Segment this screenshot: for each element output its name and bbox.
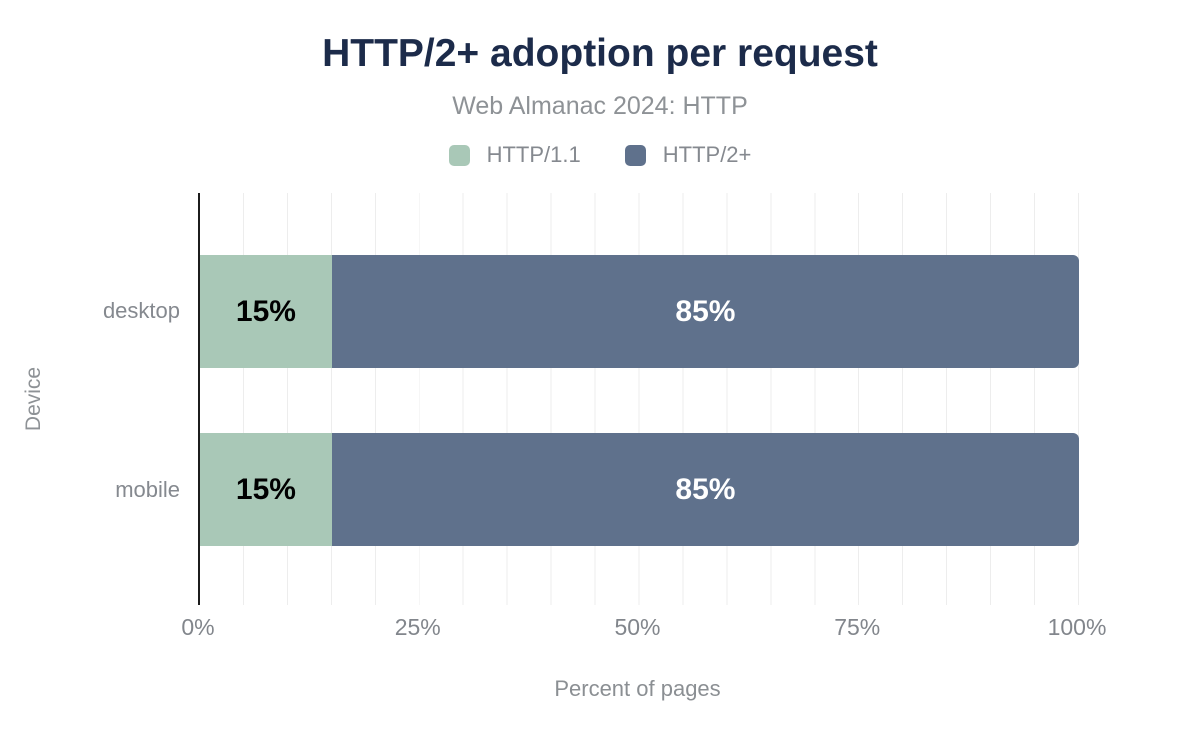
x-tick-label-100: 100% xyxy=(1047,614,1107,640)
bar-row-mobile: 15% 85% xyxy=(200,433,1079,546)
bar-row-desktop: 15% 85% xyxy=(200,255,1079,368)
chart-subtitle: Web Almanac 2024: HTTP xyxy=(452,92,748,120)
bar-value-label: 15% xyxy=(235,472,296,506)
category-label-mobile: mobile xyxy=(115,477,180,502)
legend: HTTP/1.1 HTTP/2+ xyxy=(0,142,1200,168)
bar-segment-desktop-http-1-1[interactable]: 15% xyxy=(200,255,332,368)
legend-item-0: HTTP/1.1 xyxy=(448,142,581,168)
chart-title: HTTP/2+ adoption per request xyxy=(322,32,878,75)
legend-swatch-icon xyxy=(448,144,470,166)
x-axis-title: Percent of pages xyxy=(554,676,721,701)
bar-value-label: 85% xyxy=(675,294,736,328)
bar-value-label: 85% xyxy=(675,472,736,506)
legend-item-1: HTTP/2+ xyxy=(624,142,752,168)
x-tick-label-50: 50% xyxy=(614,614,661,640)
legend-swatch-icon xyxy=(624,144,646,166)
x-axis-ticks: 0% 25% 50% 75% 100% xyxy=(181,614,1106,642)
x-tick-label-0: 0% xyxy=(181,614,215,640)
bar-segment-mobile-http-2-[interactable]: 85% xyxy=(331,433,1079,546)
legend-label: HTTP/2+ xyxy=(662,142,752,167)
bar-value-label: 15% xyxy=(235,294,296,328)
bar-segment-mobile-http-1-1[interactable]: 15% xyxy=(200,433,332,546)
plot-area: 15% 85% 15% 85% xyxy=(198,193,1079,605)
bar-segment-desktop-http-2-[interactable]: 85% xyxy=(331,255,1079,368)
category-labels: desktop mobile xyxy=(0,193,188,605)
category-label-desktop: desktop xyxy=(102,298,180,323)
x-tick-label-25: 25% xyxy=(394,614,441,640)
legend-label: HTTP/1.1 xyxy=(486,142,581,167)
x-tick-label-75: 75% xyxy=(834,614,881,640)
